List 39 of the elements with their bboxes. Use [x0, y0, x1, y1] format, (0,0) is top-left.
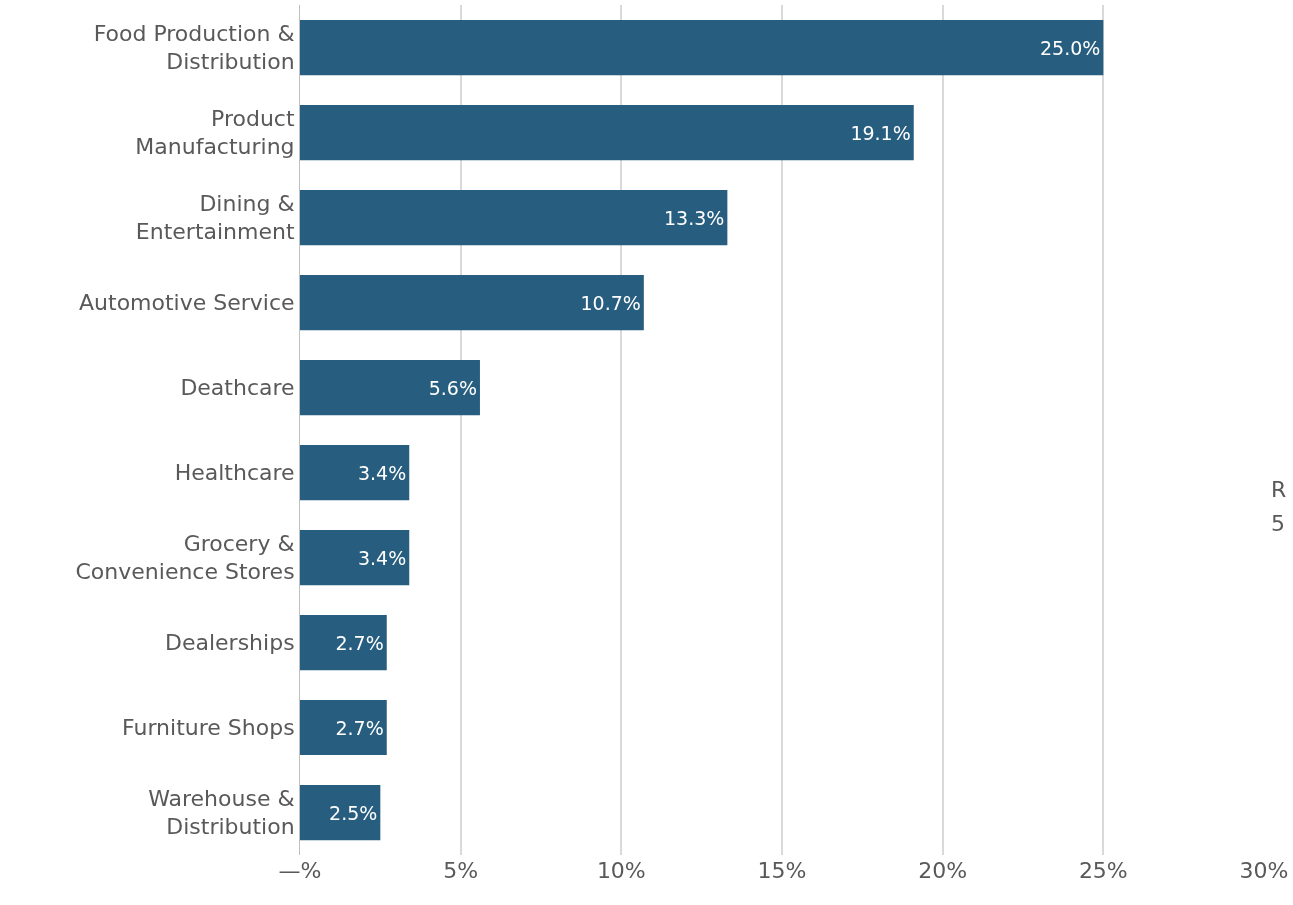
- bar: [300, 189, 728, 246]
- bar: [300, 529, 410, 586]
- data-label: 19.1%: [850, 121, 911, 144]
- bar: [300, 104, 914, 161]
- x-tick-label: 5%: [443, 858, 479, 883]
- x-tick-label: 15%: [757, 858, 807, 883]
- x-tick-label: 30%: [1239, 858, 1289, 883]
- y-tick-label: Healthcare: [174, 460, 295, 486]
- y-tick-label: Product Manufacturing: [135, 105, 295, 160]
- data-label: 5.6%: [428, 376, 477, 399]
- data-label: 3.4%: [357, 546, 407, 569]
- data-label: 13.3%: [664, 206, 725, 229]
- y-tick-label: Deathcare: [180, 375, 295, 401]
- text: 5: [1271, 511, 1285, 536]
- bar: [300, 699, 387, 756]
- bar: [300, 274, 644, 331]
- bar: [300, 614, 387, 671]
- y-tick-label: Dining & Entertainment: [135, 190, 295, 245]
- text: R: [1271, 477, 1287, 502]
- y-tick-label: Grocery & Convenience Stores: [75, 530, 295, 585]
- bar: [300, 359, 480, 416]
- data-label: 10.7%: [580, 291, 641, 314]
- data-label: 25.0%: [1039, 36, 1101, 59]
- y-tick-label: Automotive Service: [79, 290, 295, 316]
- y-tick-label: Dealerships: [165, 630, 295, 656]
- x-tick-label: 10%: [596, 858, 646, 883]
- data-label: 3.4%: [357, 461, 407, 484]
- x-tick-label: —%: [278, 858, 322, 883]
- x-tick-label: 20%: [918, 858, 968, 883]
- y-tick-label: Food Production & Distribution: [93, 20, 295, 75]
- bar: [300, 19, 1104, 76]
- bar: [300, 444, 410, 501]
- data-label: 2.5%: [329, 801, 378, 824]
- bar: [300, 784, 381, 841]
- data-label: 2.7%: [335, 716, 384, 739]
- y-tick-label: Furniture Shops: [122, 715, 295, 741]
- y-tick-label: Warehouse & Distribution: [148, 785, 295, 840]
- data-label: 2.7%: [335, 631, 384, 654]
- x-tick-label: 25%: [1078, 858, 1128, 883]
